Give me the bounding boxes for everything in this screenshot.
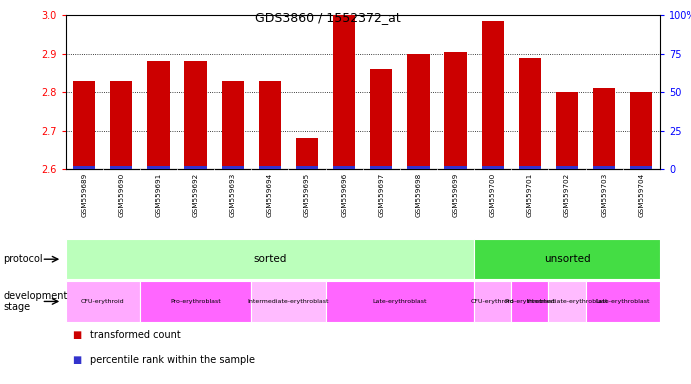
- Bar: [258, 166, 281, 169]
- Bar: [140, 281, 252, 322]
- Bar: [585, 281, 660, 322]
- Text: GSM559691: GSM559691: [155, 172, 162, 217]
- Bar: [556, 166, 578, 169]
- Bar: [258, 81, 281, 169]
- Bar: [110, 81, 133, 169]
- Bar: [444, 166, 466, 169]
- Text: GSM559689: GSM559689: [82, 172, 87, 217]
- Bar: [333, 15, 355, 169]
- Bar: [370, 166, 392, 169]
- Text: GSM559693: GSM559693: [230, 172, 236, 217]
- Bar: [549, 281, 586, 322]
- Bar: [444, 52, 466, 169]
- Text: GSM559692: GSM559692: [193, 172, 198, 217]
- Bar: [474, 281, 511, 322]
- Text: unsorted: unsorted: [544, 254, 590, 264]
- Text: ■: ■: [73, 330, 82, 340]
- Text: GSM559703: GSM559703: [601, 172, 607, 217]
- Bar: [73, 81, 95, 169]
- Text: Pro-erythroblast: Pro-erythroblast: [504, 299, 556, 304]
- Bar: [296, 138, 318, 169]
- Text: GSM559700: GSM559700: [490, 172, 495, 217]
- Text: sorted: sorted: [253, 254, 287, 264]
- Bar: [407, 166, 430, 169]
- Bar: [630, 92, 652, 169]
- Bar: [147, 166, 169, 169]
- Text: GSM559702: GSM559702: [564, 172, 570, 217]
- Text: Late-erythroblast: Late-erythroblast: [372, 299, 427, 304]
- Bar: [593, 166, 615, 169]
- Bar: [407, 54, 430, 169]
- Text: Intermediate-erythroblast: Intermediate-erythroblast: [527, 299, 608, 304]
- Text: Intermediate-erythroblast: Intermediate-erythroblast: [248, 299, 329, 304]
- Bar: [184, 61, 207, 169]
- Bar: [222, 166, 244, 169]
- Text: percentile rank within the sample: percentile rank within the sample: [90, 355, 255, 365]
- Bar: [110, 166, 133, 169]
- Text: GSM559704: GSM559704: [638, 172, 644, 217]
- Bar: [296, 166, 318, 169]
- Bar: [184, 166, 207, 169]
- Bar: [482, 21, 504, 169]
- Bar: [511, 281, 549, 322]
- Bar: [66, 239, 474, 280]
- Text: GSM559698: GSM559698: [415, 172, 422, 217]
- Text: GSM559690: GSM559690: [118, 172, 124, 217]
- Text: GSM559701: GSM559701: [527, 172, 533, 217]
- Bar: [73, 166, 95, 169]
- Text: Late-erythroblast: Late-erythroblast: [596, 299, 650, 304]
- Text: CFU-erythroid: CFU-erythroid: [81, 299, 124, 304]
- Bar: [630, 166, 652, 169]
- Bar: [519, 166, 541, 169]
- Text: transformed count: transformed count: [90, 330, 180, 340]
- Text: GSM559696: GSM559696: [341, 172, 347, 217]
- Bar: [333, 166, 355, 169]
- Bar: [593, 88, 615, 169]
- Bar: [519, 58, 541, 169]
- Text: GSM559694: GSM559694: [267, 172, 273, 217]
- Text: CFU-erythroid: CFU-erythroid: [471, 299, 515, 304]
- Bar: [222, 81, 244, 169]
- Bar: [147, 61, 169, 169]
- Bar: [325, 281, 474, 322]
- Bar: [474, 239, 660, 280]
- Bar: [482, 166, 504, 169]
- Bar: [252, 281, 325, 322]
- Text: development
stage: development stage: [3, 291, 68, 312]
- Text: protocol: protocol: [3, 254, 43, 264]
- Bar: [556, 92, 578, 169]
- Text: GSM559699: GSM559699: [453, 172, 459, 217]
- Text: GDS3860 / 1552372_at: GDS3860 / 1552372_at: [256, 12, 401, 25]
- Text: Pro-erythroblast: Pro-erythroblast: [170, 299, 221, 304]
- Text: GSM559697: GSM559697: [379, 172, 384, 217]
- Text: GSM559695: GSM559695: [304, 172, 310, 217]
- Bar: [370, 69, 392, 169]
- Text: ■: ■: [73, 355, 82, 365]
- Bar: [66, 281, 140, 322]
